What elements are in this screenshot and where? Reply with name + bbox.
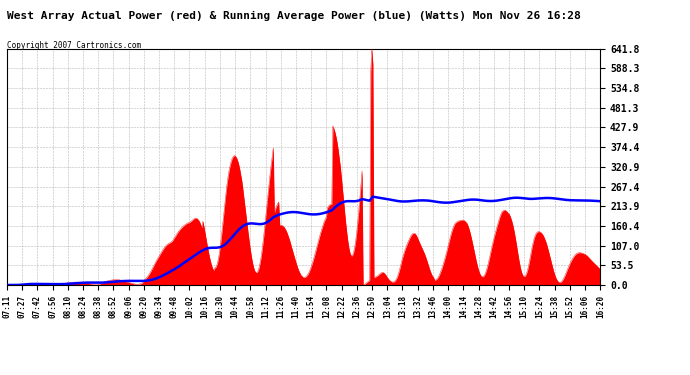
Text: West Array Actual Power (red) & Running Average Power (blue) (Watts) Mon Nov 26 : West Array Actual Power (red) & Running … — [7, 11, 581, 21]
Text: Copyright 2007 Cartronics.com: Copyright 2007 Cartronics.com — [7, 41, 141, 50]
